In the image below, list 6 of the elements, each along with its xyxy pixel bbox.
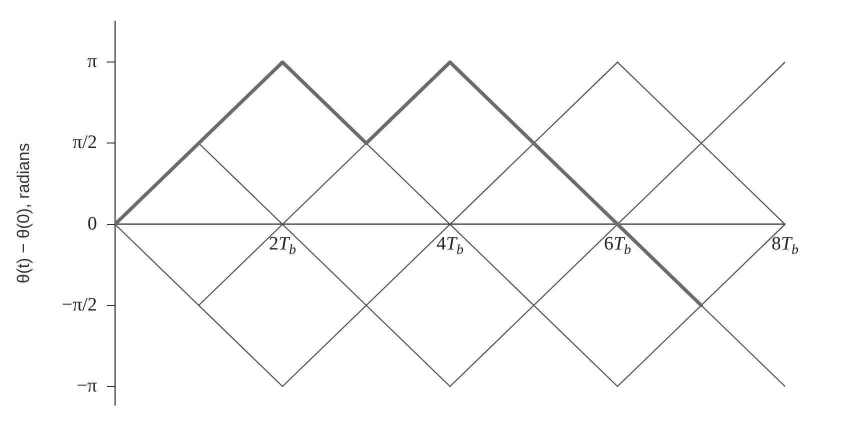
y-axis-title: θ(t) − θ(0), radians [14,143,33,284]
y-tick-label: −π [76,375,98,396]
y-tick-label: 0 [88,213,97,234]
y-tick-label: π [87,51,98,72]
y-tick-label: π/2 [72,132,97,154]
y-tick-label: −π/2 [62,294,97,316]
